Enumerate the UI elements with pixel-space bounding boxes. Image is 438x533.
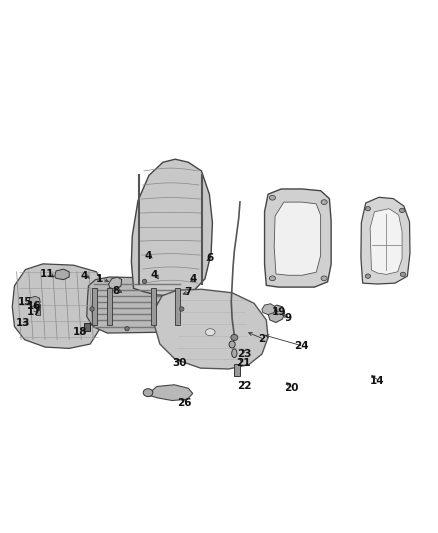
Polygon shape <box>274 202 321 275</box>
Bar <box>36 310 40 314</box>
Text: 23: 23 <box>237 349 252 359</box>
Text: 1: 1 <box>96 274 103 284</box>
Text: 24: 24 <box>294 341 309 351</box>
Ellipse shape <box>90 307 94 311</box>
Text: 4: 4 <box>145 251 152 261</box>
Polygon shape <box>147 385 193 400</box>
Bar <box>84 322 90 332</box>
Ellipse shape <box>321 276 327 281</box>
Text: 4: 4 <box>189 274 196 284</box>
Polygon shape <box>12 264 103 349</box>
Bar <box>234 364 240 376</box>
Polygon shape <box>109 277 122 289</box>
Polygon shape <box>370 209 402 274</box>
Ellipse shape <box>399 208 405 213</box>
Ellipse shape <box>125 327 129 331</box>
Text: 19: 19 <box>272 307 286 317</box>
Polygon shape <box>87 277 186 333</box>
Text: 4: 4 <box>81 271 88 281</box>
Text: 16: 16 <box>27 301 42 311</box>
Text: 7: 7 <box>185 287 192 297</box>
Text: 17: 17 <box>27 306 42 317</box>
Text: 13: 13 <box>15 318 30 328</box>
Polygon shape <box>265 189 331 287</box>
Ellipse shape <box>180 307 184 311</box>
Text: 22: 22 <box>237 381 252 391</box>
Text: 26: 26 <box>177 398 191 408</box>
Ellipse shape <box>231 334 238 341</box>
Text: 20: 20 <box>284 383 299 393</box>
Text: 9: 9 <box>285 313 292 323</box>
Polygon shape <box>131 159 212 296</box>
Polygon shape <box>28 296 40 307</box>
Ellipse shape <box>142 279 147 284</box>
Bar <box>92 288 97 325</box>
Text: 8: 8 <box>113 286 120 296</box>
Bar <box>107 288 112 325</box>
Bar <box>36 304 40 310</box>
Text: 6: 6 <box>207 253 214 263</box>
Polygon shape <box>154 289 268 369</box>
Ellipse shape <box>143 389 153 397</box>
Ellipse shape <box>229 341 235 348</box>
Ellipse shape <box>269 195 276 200</box>
Text: 30: 30 <box>172 358 187 368</box>
Polygon shape <box>55 269 69 280</box>
Ellipse shape <box>232 349 237 358</box>
Polygon shape <box>262 304 275 314</box>
Ellipse shape <box>321 200 327 205</box>
Ellipse shape <box>400 272 406 277</box>
Text: 14: 14 <box>370 376 385 386</box>
Text: 11: 11 <box>40 269 55 279</box>
Text: 4: 4 <box>151 270 158 280</box>
Ellipse shape <box>269 276 276 281</box>
Bar <box>175 288 180 325</box>
Text: 15: 15 <box>18 296 33 306</box>
Text: 18: 18 <box>72 327 87 337</box>
Text: 2: 2 <box>258 334 265 344</box>
Ellipse shape <box>365 206 371 211</box>
Ellipse shape <box>365 274 371 278</box>
Ellipse shape <box>205 329 215 336</box>
Bar <box>151 288 156 325</box>
Polygon shape <box>268 305 285 322</box>
Text: 21: 21 <box>236 358 251 368</box>
Polygon shape <box>361 197 410 284</box>
